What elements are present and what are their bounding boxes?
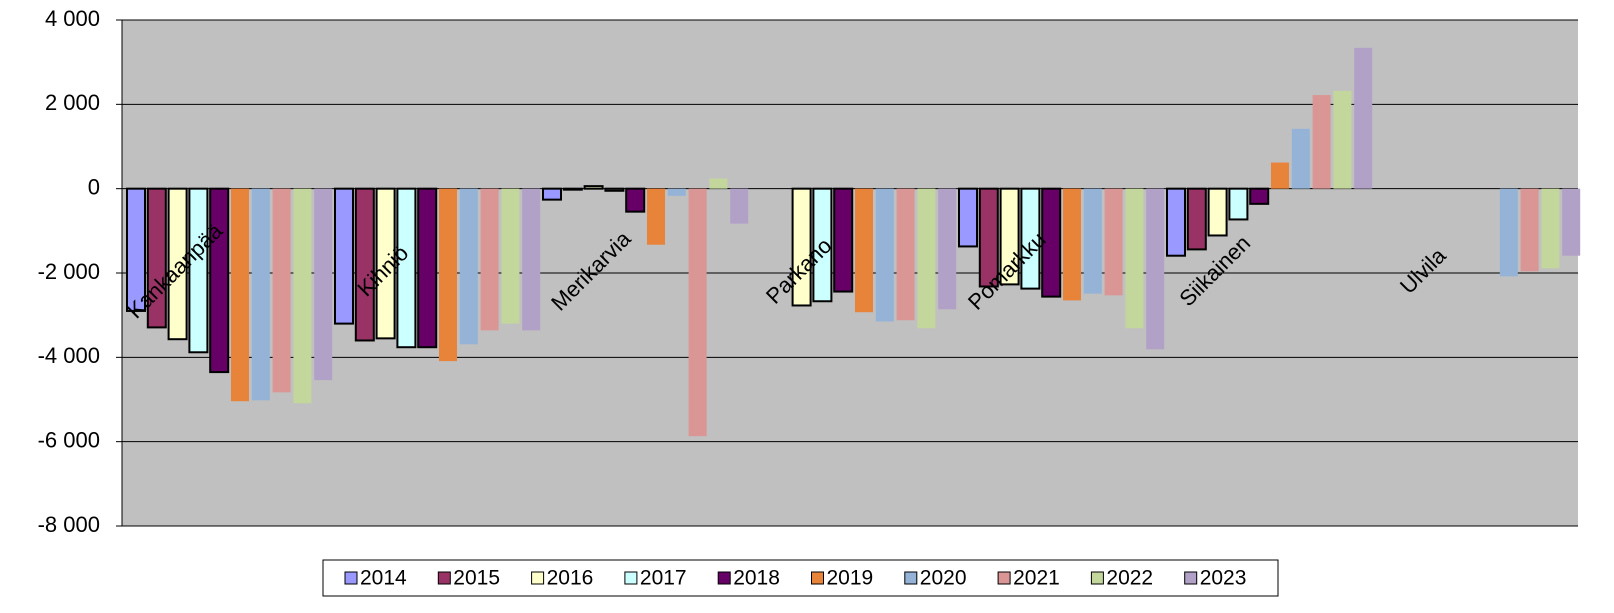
legend-label: 2021 bbox=[1013, 567, 1060, 590]
bar bbox=[375, 187, 396, 340]
bar bbox=[709, 178, 728, 189]
bar bbox=[1291, 128, 1310, 189]
bar bbox=[730, 188, 749, 224]
y-tick-label: -4 000 bbox=[38, 343, 100, 368]
bar bbox=[667, 188, 686, 196]
bar bbox=[1499, 188, 1518, 277]
bar bbox=[1271, 162, 1289, 189]
bar bbox=[999, 187, 1020, 286]
y-tick-label: 2 000 bbox=[45, 90, 100, 115]
bar bbox=[209, 187, 230, 374]
bar bbox=[791, 187, 812, 307]
bar bbox=[833, 187, 854, 293]
legend-box bbox=[322, 559, 1279, 597]
bar bbox=[126, 187, 146, 312]
bar bbox=[314, 188, 333, 381]
legend-label: 2016 bbox=[547, 567, 594, 590]
bar bbox=[459, 188, 478, 345]
bar bbox=[251, 188, 270, 401]
bar bbox=[583, 185, 604, 190]
bar bbox=[812, 187, 833, 303]
bar bbox=[1063, 188, 1081, 301]
bar bbox=[1541, 188, 1560, 269]
bar bbox=[1020, 187, 1041, 290]
bar bbox=[1249, 187, 1270, 205]
bar bbox=[1312, 95, 1331, 189]
legend-label: 2020 bbox=[920, 567, 967, 590]
bar bbox=[501, 188, 520, 324]
bar bbox=[188, 187, 209, 354]
bar bbox=[688, 188, 707, 437]
legend-marker bbox=[1184, 571, 1198, 585]
bar bbox=[875, 188, 894, 322]
bar bbox=[958, 187, 978, 248]
bar bbox=[1166, 187, 1186, 257]
bar bbox=[896, 188, 915, 321]
bar bbox=[1228, 187, 1249, 221]
bar bbox=[231, 188, 249, 402]
y-tick-label: 0 bbox=[88, 174, 100, 199]
y-tick-label: -8 000 bbox=[38, 512, 100, 537]
y-tick-label: -6 000 bbox=[38, 427, 100, 452]
legend-label: 2022 bbox=[1106, 567, 1153, 590]
bar bbox=[625, 187, 646, 213]
bar bbox=[917, 188, 936, 329]
bar bbox=[1041, 187, 1062, 298]
legend-label: 2019 bbox=[827, 567, 874, 590]
bar bbox=[562, 187, 583, 191]
bar bbox=[1186, 187, 1207, 251]
legend-marker bbox=[717, 571, 731, 585]
bar bbox=[146, 187, 167, 329]
y-tick-label: 4 000 bbox=[45, 6, 100, 31]
legend-marker bbox=[904, 571, 918, 585]
legend-marker bbox=[437, 571, 451, 585]
legend-label: 2023 bbox=[1200, 567, 1247, 590]
legend-label: 2014 bbox=[360, 567, 407, 590]
bar bbox=[1520, 188, 1539, 272]
bar bbox=[354, 187, 375, 342]
bar bbox=[334, 187, 354, 325]
bar bbox=[272, 188, 291, 393]
bar bbox=[1104, 188, 1123, 296]
legend-marker bbox=[811, 571, 824, 585]
bar bbox=[855, 188, 873, 313]
bar bbox=[396, 187, 417, 349]
bar bbox=[1354, 47, 1373, 189]
bar bbox=[480, 188, 499, 331]
bar bbox=[1146, 188, 1165, 350]
bar bbox=[1333, 90, 1352, 189]
bar bbox=[293, 188, 312, 404]
bar bbox=[542, 187, 562, 201]
bar bbox=[647, 188, 665, 245]
bar bbox=[417, 187, 438, 349]
legend-marker bbox=[344, 571, 358, 585]
y-tick-label: -2 000 bbox=[38, 259, 100, 284]
legend-label: 2018 bbox=[733, 567, 780, 590]
legend-label: 2017 bbox=[640, 567, 687, 590]
bar bbox=[938, 188, 957, 310]
bar bbox=[1207, 187, 1228, 237]
bar bbox=[167, 187, 188, 341]
bar bbox=[1083, 188, 1102, 294]
bar bbox=[522, 188, 541, 331]
legend-label: 2015 bbox=[453, 567, 500, 590]
legend-marker bbox=[997, 571, 1011, 585]
legend-marker bbox=[531, 571, 545, 585]
bar bbox=[1125, 188, 1144, 329]
bar bbox=[978, 187, 999, 288]
bar bbox=[1562, 188, 1581, 256]
bar bbox=[439, 188, 457, 362]
legend-marker bbox=[624, 571, 638, 585]
bar bbox=[604, 187, 625, 192]
legend-marker bbox=[1090, 571, 1104, 585]
